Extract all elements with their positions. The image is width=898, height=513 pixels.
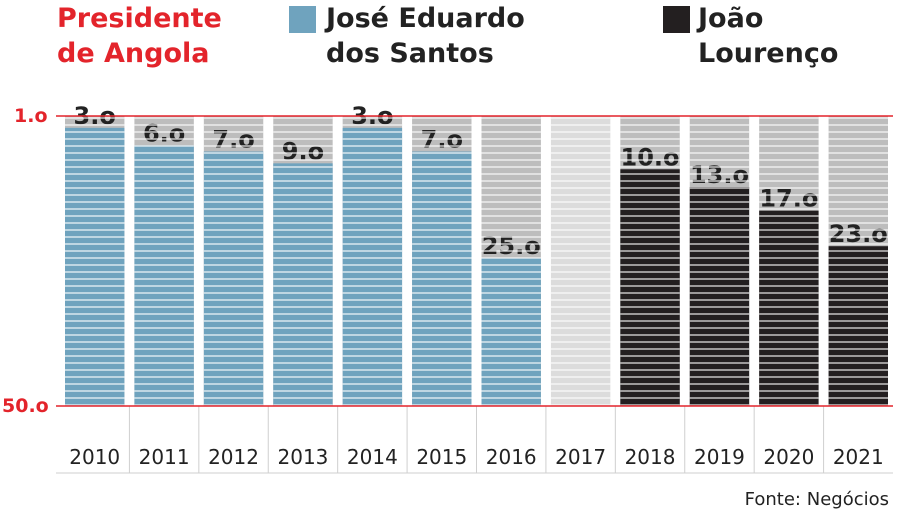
- legend-swatch-dos-santos: [289, 6, 316, 33]
- year-label-2013: 2013: [278, 445, 329, 469]
- year-label-2018: 2018: [625, 445, 676, 469]
- legend-label-dos-santos-line1: José Eduardo: [324, 3, 525, 34]
- chart-title-line2: de Angola: [57, 38, 210, 69]
- bar-stripes-2018: [620, 116, 680, 406]
- year-label-2010: 2010: [69, 445, 120, 469]
- year-label-2016: 2016: [486, 445, 537, 469]
- year-label-2020: 2020: [763, 445, 814, 469]
- legend-label-lourenco-line2: Lourenço: [698, 38, 838, 69]
- bar-stripes-2016: [481, 116, 541, 406]
- year-label-2012: 2012: [208, 445, 259, 469]
- bar-stripes-2021: [828, 116, 888, 406]
- bar-stripes-2014: [342, 116, 403, 406]
- bar-stripes-2017: [550, 116, 611, 406]
- bar-stripes-2013: [273, 116, 333, 406]
- legend-label-dos-santos-line2: dos Santos: [326, 38, 494, 69]
- plot-area: 3.o20106.o20117.o20129.o20133.o20147.o20…: [2, 102, 893, 474]
- legend-label-lourenco-line1: João: [696, 3, 763, 34]
- chart-title-line1: Presidente: [57, 3, 222, 34]
- legend: José Eduardo dos Santos João Lourenço: [289, 3, 838, 69]
- bar-stripes-2020: [759, 116, 819, 406]
- bar-stripes-2012: [203, 116, 264, 406]
- year-label-2019: 2019: [694, 445, 745, 469]
- bar-stripes-2015: [412, 116, 472, 406]
- y-tick-bottom: 50.o: [2, 395, 49, 417]
- year-label-2011: 2011: [139, 445, 190, 469]
- bar-stripes-2019: [689, 116, 750, 406]
- year-label-2017: 2017: [555, 445, 606, 469]
- year-label-2021: 2021: [833, 445, 884, 469]
- legend-swatch-lourenco: [663, 6, 690, 33]
- source-label: Fonte: Negócios: [745, 489, 889, 510]
- bar-stripes-2011: [134, 116, 194, 406]
- year-label-2015: 2015: [416, 445, 467, 469]
- bar-stripes-2010: [65, 116, 125, 406]
- y-tick-top: 1.o: [14, 105, 48, 127]
- year-label-2014: 2014: [347, 445, 398, 469]
